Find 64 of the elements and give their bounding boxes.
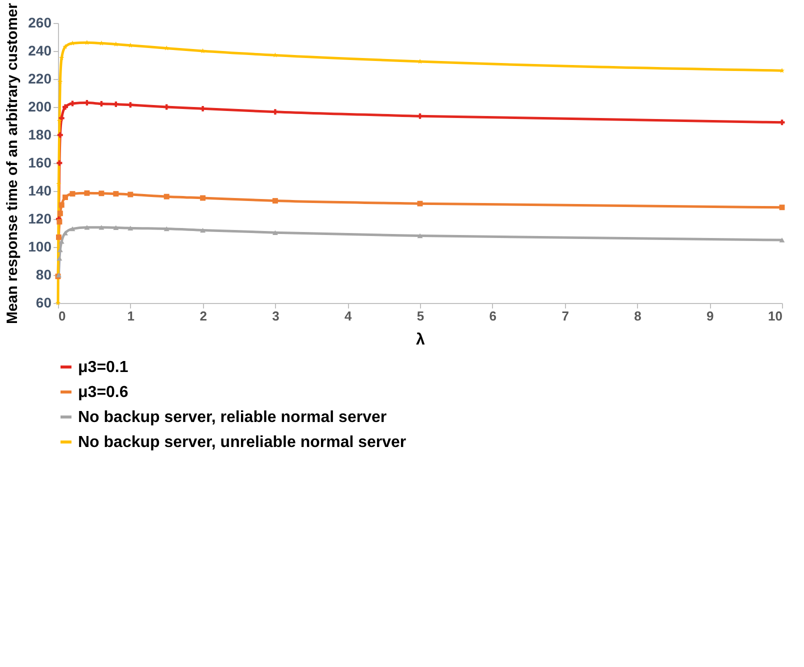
y-axis-title: Mean response time of an arbitrary customer [4, 2, 22, 324]
point [200, 195, 206, 201]
x-tick-label: 9 [706, 308, 714, 324]
point [164, 226, 170, 232]
y-tick-label: 120 [28, 210, 52, 226]
point [62, 194, 68, 200]
point [58, 115, 64, 121]
point [84, 190, 90, 196]
y-tick-label: 80 [36, 266, 52, 282]
x-tick-label: 3 [272, 308, 280, 324]
point [779, 204, 785, 210]
x-tick-label: 2 [200, 308, 207, 324]
y-tick-label: 140 [28, 182, 52, 198]
point [164, 194, 170, 200]
point [113, 191, 119, 197]
y-tick-label: 180 [28, 126, 52, 142]
y-tick-label: 220 [28, 70, 52, 86]
point [779, 238, 785, 242]
point [272, 230, 278, 235]
x-tick-label: 1 [127, 308, 135, 324]
point [62, 104, 68, 110]
y-tick-label: 260 [28, 14, 52, 30]
point [200, 228, 206, 233]
point [56, 219, 62, 225]
x-tick-label: 6 [489, 308, 497, 324]
legend-label: μ3=0.6 [78, 384, 128, 401]
point [84, 225, 90, 230]
legend-label: No backup server, reliable normal server [78, 409, 387, 426]
point [272, 198, 278, 204]
point [113, 225, 119, 230]
x-tick-label: 0 [58, 308, 66, 324]
y-tick-label: 240 [28, 42, 52, 58]
legend-label: μ3=0.1 [78, 359, 128, 376]
point [62, 44, 68, 50]
x-tick-label: 4 [344, 308, 352, 324]
x-tick-label: 10 [768, 308, 782, 324]
point [113, 101, 119, 107]
y-tick-label: 160 [28, 154, 52, 170]
point [70, 226, 76, 232]
x-tick-label: 8 [634, 308, 642, 324]
point [98, 225, 104, 230]
point [417, 200, 423, 206]
point [84, 100, 90, 106]
x-axis-title: λ [416, 332, 426, 348]
point [128, 192, 134, 198]
point [58, 239, 64, 244]
point [128, 102, 134, 108]
point [70, 191, 76, 197]
point [56, 234, 62, 240]
y-tick-label: 200 [28, 98, 52, 114]
point [417, 233, 423, 238]
point [128, 226, 134, 230]
point [98, 190, 104, 196]
point [58, 202, 64, 208]
y-tick-label: 60 [36, 294, 52, 310]
point [56, 256, 62, 261]
point [57, 210, 63, 216]
point [98, 101, 104, 107]
point [57, 132, 63, 138]
x-tick-label: 5 [416, 308, 424, 324]
x-tick-label: 7 [562, 308, 569, 324]
y-tick-label: 100 [28, 238, 52, 254]
legend-label: No backup server, unreliable normal server [78, 434, 406, 451]
point [56, 118, 62, 124]
